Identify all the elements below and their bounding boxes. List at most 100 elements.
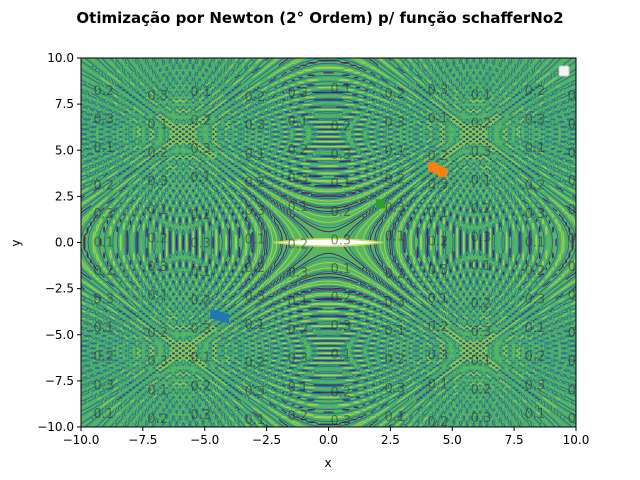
contour-label: 0.3 <box>190 322 211 337</box>
contour-label: 0.3 <box>288 266 309 281</box>
y-tick-label: −2.5 <box>45 282 74 296</box>
contour-label: 0.1 <box>147 203 168 218</box>
contour-label: 0.1 <box>525 321 546 336</box>
y-tick-label: −10.0 <box>37 420 74 434</box>
contour-label: 0.3 <box>331 234 352 249</box>
contour-label: 0.2 <box>331 120 352 135</box>
contour-label: 0.2 <box>190 114 211 129</box>
contour-label: 0.2 <box>568 326 589 341</box>
contour-label: 0.3 <box>93 378 114 393</box>
contour-label: 0.3 <box>147 89 168 104</box>
path-point <box>375 199 385 209</box>
contour-label: 0.3 <box>471 231 492 246</box>
contour-label: 0.3 <box>525 113 546 128</box>
contour-label: 0.2 <box>147 412 168 427</box>
contour-label: 0.1 <box>147 118 168 133</box>
contour-label: 0.3 <box>385 116 406 131</box>
contour-label: 0.2 <box>568 232 589 247</box>
contour-label: 0.3 <box>385 201 406 216</box>
contour-label: 0.1 <box>331 177 352 192</box>
contour-label: 0.3 <box>190 237 211 252</box>
contour-label: 0.3 <box>147 355 168 370</box>
contour-label: 0.2 <box>288 143 309 158</box>
contour-label: 0.3 <box>245 384 266 399</box>
contour-label: 0.1 <box>568 383 589 398</box>
contour-label: 0.3 <box>331 319 352 334</box>
plot-area: 0.1 0.2 0.3 0.1 0.2 0.3 0.1 0.2 0.3 0.1 0.2 0.3 0.1 0… <box>80 57 589 428</box>
contour-label: 0.3 <box>568 355 589 370</box>
contour-label: 0.3 <box>385 381 406 396</box>
contour-label: 0.2 <box>190 208 211 223</box>
contour-label: 0.1 <box>385 144 406 159</box>
contour-label: 0.2 <box>471 297 492 312</box>
contour-label: 0.2 <box>93 179 114 194</box>
contour-label: 0.3 <box>525 378 546 393</box>
contour-label: 0.3 <box>93 207 114 222</box>
contour-label: 0.1 <box>288 380 309 395</box>
contour-label: 0.3 <box>288 352 309 367</box>
contour-label: 0.3 <box>471 411 492 426</box>
contour-label: 0.2 <box>428 149 449 164</box>
contour-label: 0.1 <box>93 236 114 251</box>
contour-label: 0.2 <box>385 353 406 368</box>
contour-label: 0.1 <box>93 407 114 422</box>
contour-label: 0.2 <box>525 350 546 365</box>
contour-label: 0.2 <box>525 179 546 194</box>
contour-label: 0.3 <box>190 142 211 157</box>
y-tick-label: 5.0 <box>55 143 74 157</box>
contour-label: 0.3 <box>245 119 266 134</box>
contour-label: 0.2 <box>93 84 114 99</box>
minimum-region <box>273 238 384 247</box>
chart-title: Otimização por Newton (2° Ordem) p/ funç… <box>76 9 563 27</box>
contour-label: 0.2 <box>245 176 266 191</box>
contour-label: 0.3 <box>331 148 352 163</box>
contour-label: 0.1 <box>568 118 589 133</box>
contour-label: 0.3 <box>428 263 449 278</box>
contour-label: 0.1 <box>568 289 589 304</box>
optimization-paths <box>210 162 447 323</box>
contour-label: 0.1 <box>331 82 352 97</box>
contour-label: 0.2 <box>331 205 352 220</box>
contour-label: 0.2 <box>471 117 492 132</box>
contour-label: 0.1 <box>385 324 406 339</box>
x-tick-label: 5.0 <box>443 433 462 447</box>
x-tick-label: 2.5 <box>381 433 400 447</box>
contour-label: 0.1 <box>525 407 546 422</box>
contour-label: 0.1 <box>471 354 492 369</box>
contour-label: 0.3 <box>93 293 114 308</box>
contour-label: 0.3 <box>245 290 266 305</box>
contour-label: 0.3 <box>245 204 266 219</box>
contour-label: 0.2 <box>190 294 211 309</box>
contour-label: 0.1 <box>288 295 309 310</box>
contour-label: 0.1 <box>471 174 492 189</box>
legend-box <box>558 65 570 77</box>
contour-label: 0.2 <box>331 385 352 400</box>
contour-label: 0.1 <box>525 141 546 156</box>
contour-label: 0.1 <box>93 141 114 156</box>
contour-label: 0.2 <box>245 90 266 105</box>
contour-label: 0.3 <box>147 175 168 190</box>
contour-label: 0.1 <box>471 259 492 274</box>
path-point <box>427 162 437 172</box>
y-tick-label: −5.0 <box>45 328 74 342</box>
contour-label: 0.1 <box>93 321 114 336</box>
contour-label: 0.2 <box>568 412 589 427</box>
contour-label: 0.2 <box>93 350 114 365</box>
contour-label: 0.3 <box>428 349 449 364</box>
path-point <box>210 309 220 319</box>
x-tick-label: −2.5 <box>252 433 281 447</box>
y-tick-label: 0.0 <box>55 236 74 250</box>
contour-label: 0.2 <box>147 146 168 161</box>
contour-label: 0.2 <box>288 323 309 338</box>
contour-label: 0.2 <box>147 326 168 341</box>
contour-label: 0.2 <box>428 320 449 335</box>
contour-label: 0.2 <box>471 202 492 217</box>
contour-label: 0.1 <box>190 171 211 186</box>
y-tick-label: −7.5 <box>45 374 74 388</box>
y-axis-ticks: −10.0 −7.5 −5.0 −2.5 0.0 2.5 5.0 7.5 10.0 <box>37 51 81 434</box>
contour-label: 0.3 <box>190 408 211 423</box>
contour-label: 0.1 <box>245 147 266 162</box>
x-axis-label: x <box>324 456 331 470</box>
y-axis-label: y <box>9 239 23 246</box>
contour-label: 0.3 <box>471 145 492 160</box>
